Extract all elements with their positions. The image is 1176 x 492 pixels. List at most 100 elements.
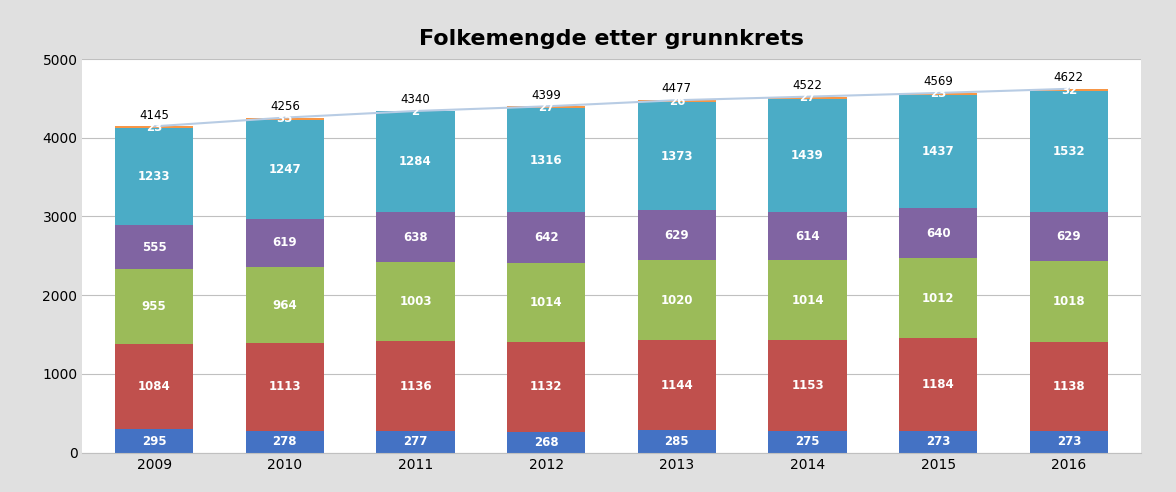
Text: 642: 642 (534, 231, 559, 244)
Bar (637, 260, 716, 340)
Bar (115, 269, 193, 344)
Text: 27: 27 (800, 91, 816, 104)
Bar (507, 106, 586, 108)
Bar (246, 121, 325, 218)
Totalt (670, 97, 684, 103)
Text: 32: 32 (1061, 84, 1077, 96)
Text: 2: 2 (412, 105, 420, 118)
Text: 1018: 1018 (1053, 295, 1085, 308)
Totalt (278, 115, 292, 121)
Text: 638: 638 (403, 231, 428, 244)
Text: 1132: 1132 (530, 380, 562, 394)
Bar (115, 225, 193, 269)
Bar (115, 128, 193, 225)
Text: 4522: 4522 (793, 79, 822, 92)
Text: 555: 555 (142, 241, 167, 253)
Text: 4340: 4340 (401, 93, 430, 106)
Text: 1532: 1532 (1053, 145, 1085, 158)
Bar (507, 263, 586, 342)
Text: 1012: 1012 (922, 292, 955, 305)
Text: 1138: 1138 (1053, 380, 1085, 393)
Text: 278: 278 (273, 435, 298, 448)
Bar (898, 431, 977, 453)
Bar (115, 126, 193, 128)
Text: 1113: 1113 (268, 380, 301, 394)
Text: 268: 268 (534, 435, 559, 449)
Text: 1184: 1184 (922, 378, 955, 391)
Text: 1437: 1437 (922, 145, 955, 158)
Text: 1284: 1284 (399, 155, 432, 168)
Bar (1030, 212, 1108, 261)
Text: 4399: 4399 (532, 89, 561, 102)
Text: 23: 23 (146, 121, 162, 134)
Bar (637, 100, 716, 102)
Text: 1247: 1247 (268, 163, 301, 176)
Bar (507, 342, 586, 431)
Bar (115, 430, 193, 453)
Totalt (801, 93, 815, 99)
Bar (637, 102, 716, 211)
Bar (1030, 261, 1108, 341)
Bar (768, 260, 847, 340)
Bar (1030, 431, 1108, 453)
Text: 640: 640 (926, 227, 950, 240)
Bar (768, 340, 847, 431)
Bar (637, 211, 716, 260)
Totalt (1062, 86, 1076, 92)
Bar (898, 93, 977, 95)
Bar (246, 431, 325, 453)
Text: 619: 619 (273, 236, 298, 249)
Text: 1014: 1014 (530, 296, 562, 309)
Text: 295: 295 (142, 434, 167, 448)
Text: 1373: 1373 (661, 150, 693, 163)
Bar (1030, 92, 1108, 212)
Bar (637, 430, 716, 453)
Text: 273: 273 (1057, 435, 1081, 448)
Bar (768, 431, 847, 453)
Totalt (147, 123, 161, 129)
Bar (1030, 341, 1108, 431)
Bar (246, 218, 325, 267)
Bar (376, 431, 455, 453)
Text: 275: 275 (795, 435, 820, 448)
Text: 27: 27 (539, 101, 554, 114)
Bar (246, 267, 325, 343)
Text: 955: 955 (142, 300, 167, 313)
Bar (376, 212, 455, 262)
Bar (898, 95, 977, 208)
Bar (1030, 89, 1108, 92)
Bar (376, 111, 455, 212)
Bar (376, 262, 455, 341)
Bar (898, 208, 977, 258)
Bar (637, 340, 716, 430)
Text: 4622: 4622 (1054, 71, 1084, 84)
Text: 23: 23 (930, 88, 947, 100)
Text: 4569: 4569 (923, 75, 953, 88)
Totalt (539, 103, 553, 109)
Totalt (931, 90, 946, 96)
Text: 35: 35 (276, 113, 293, 125)
Text: 964: 964 (273, 299, 298, 312)
Text: 1003: 1003 (400, 295, 432, 308)
Text: 277: 277 (403, 435, 428, 448)
Text: 285: 285 (664, 435, 689, 448)
Text: 1136: 1136 (399, 380, 432, 393)
Text: 1020: 1020 (661, 294, 693, 307)
Bar (768, 96, 847, 99)
Bar (246, 118, 325, 121)
Totalt (408, 108, 422, 114)
Bar (768, 212, 847, 260)
Text: 4256: 4256 (270, 100, 300, 113)
Text: 4145: 4145 (139, 109, 169, 122)
Text: 1144: 1144 (661, 379, 693, 392)
Bar (115, 344, 193, 430)
Bar (507, 431, 586, 453)
Bar (507, 108, 586, 212)
Text: 629: 629 (1056, 230, 1081, 243)
Text: 1084: 1084 (138, 380, 171, 393)
Line: Totalt: Totalt (154, 89, 1069, 126)
Text: 1014: 1014 (791, 294, 824, 307)
Bar (246, 343, 325, 431)
Text: 1439: 1439 (791, 149, 824, 162)
Text: 614: 614 (795, 230, 820, 243)
